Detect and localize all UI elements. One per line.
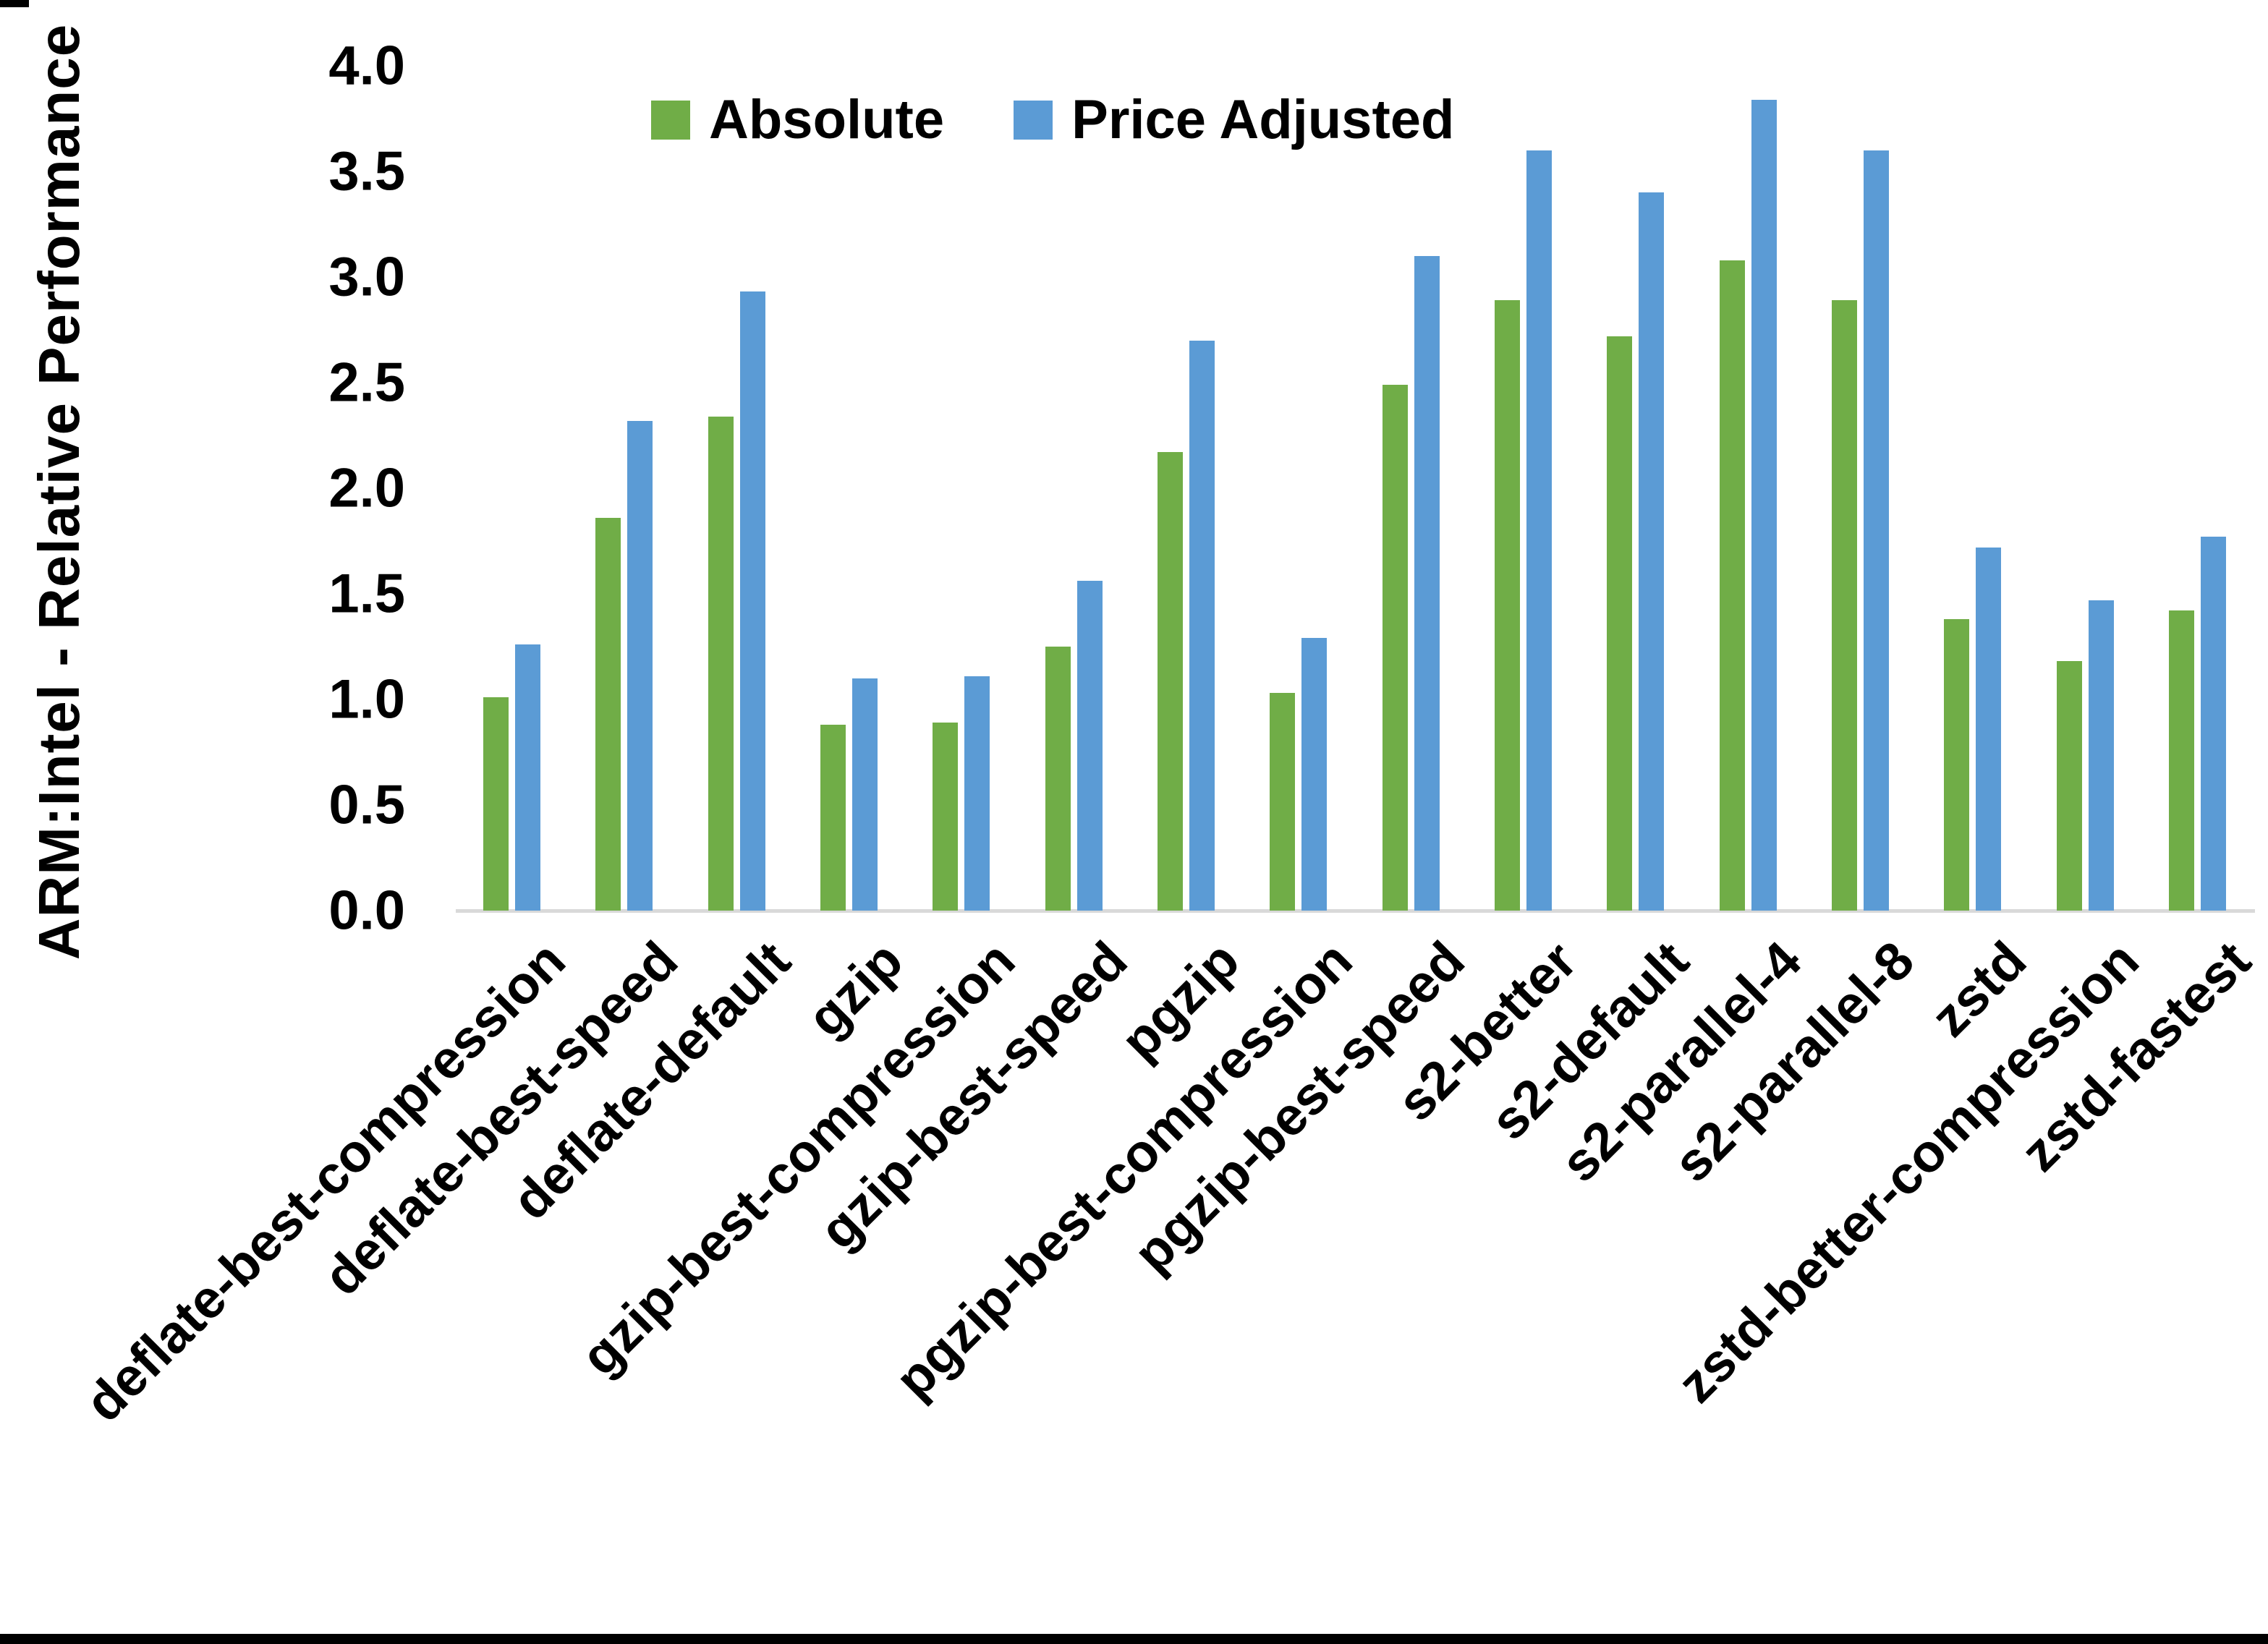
bar-price-adjusted	[1639, 192, 1665, 911]
bar-absolute	[933, 723, 959, 911]
bar-price-adjusted	[1301, 638, 1328, 911]
y-tick-label: 4.0	[328, 35, 405, 97]
bar-absolute	[2056, 661, 2082, 911]
top-left-border-mark	[0, 0, 29, 7]
bar-absolute	[1719, 260, 1745, 911]
legend-swatch-price-adjusted	[1014, 100, 1053, 140]
bar-absolute	[820, 725, 846, 911]
bar-absolute	[1607, 336, 1633, 911]
bar-price-adjusted	[1976, 548, 2002, 911]
bar-price-adjusted	[1526, 150, 1552, 911]
legend-label-absolute: Absolute	[709, 89, 945, 150]
bar-price-adjusted	[1751, 100, 1777, 911]
y-tick-label: 1.0	[328, 668, 405, 731]
bar-absolute	[1382, 385, 1408, 911]
y-tick-label: 3.5	[328, 140, 405, 203]
bar-price-adjusted	[1863, 150, 1889, 911]
bar-absolute	[1158, 452, 1184, 911]
bar-absolute	[1270, 693, 1296, 911]
legend-item-absolute: Absolute	[651, 88, 944, 151]
bar-price-adjusted	[1076, 581, 1103, 911]
legend-label-price-adjusted: Price Adjusted	[1071, 89, 1455, 150]
bar-price-adjusted	[515, 644, 541, 911]
bar-absolute	[595, 518, 621, 911]
legend-item-price-adjusted: Price Adjusted	[1014, 88, 1454, 151]
bar-absolute	[1944, 619, 1970, 911]
legend-swatch-absolute	[651, 100, 690, 140]
bar-price-adjusted	[1189, 341, 1215, 911]
y-tick-label: 3.0	[328, 246, 405, 308]
y-tick-label: 0.5	[328, 774, 405, 836]
y-tick-label: 2.0	[328, 457, 405, 519]
legend: Absolute Price Adjusted	[651, 88, 1454, 151]
y-tick-label: 2.5	[328, 352, 405, 414]
y-tick-label: 1.5	[328, 563, 405, 625]
bar-absolute	[1494, 300, 1520, 911]
bar-price-adjusted	[964, 676, 990, 911]
bar-price-adjusted	[2200, 537, 2226, 911]
x-category-label: deflate-best-compression	[73, 929, 577, 1434]
bar-price-adjusted	[627, 421, 653, 911]
bar-absolute	[1831, 300, 1857, 911]
bar-absolute	[483, 697, 509, 911]
bar-absolute	[708, 417, 734, 911]
y-tick-label: 0.0	[328, 880, 405, 942]
y-axis-title: ARM:Intel - Relative Performance	[27, 23, 91, 961]
bottom-border	[0, 1634, 2268, 1644]
bar-absolute	[2168, 610, 2194, 911]
bar-price-adjusted	[852, 678, 878, 911]
x-axis-baseline	[456, 909, 2255, 913]
bar-price-adjusted	[739, 291, 765, 911]
bar-price-adjusted	[2088, 600, 2114, 911]
bar-price-adjusted	[1414, 256, 1440, 911]
bar-absolute	[1045, 647, 1071, 911]
